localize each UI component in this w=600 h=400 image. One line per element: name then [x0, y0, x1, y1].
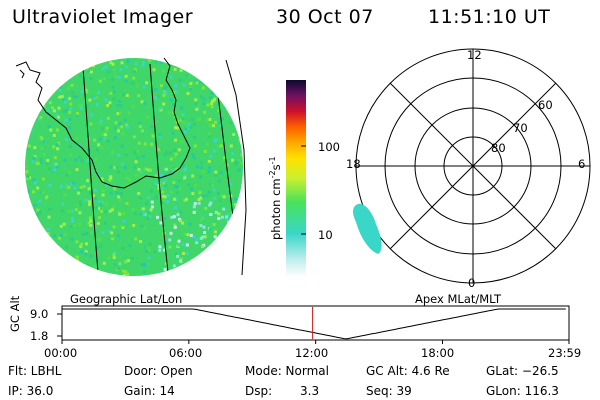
timeline-ytick-1-8: 1.8	[30, 329, 49, 343]
ip-readout: IP: 36.0	[8, 384, 54, 398]
mlt-label-12: 12	[467, 48, 482, 62]
date-label: 30 Oct 07	[276, 6, 374, 28]
polar-diagonal-2	[389, 82, 557, 250]
mlat-label-70: 70	[513, 121, 528, 135]
uv-image-globe	[15, 57, 247, 276]
timeline-ylabel: GC Alt	[8, 295, 22, 332]
dsp-value: 3.3	[300, 384, 320, 398]
polar-plot	[355, 48, 591, 284]
apex-label: Apex MLat/MLT	[415, 292, 502, 306]
coastline	[15, 57, 247, 276]
timeline-xtick-2: 12:00	[295, 346, 329, 360]
colorbar-unit-label: photon cm-2s-1	[268, 156, 283, 240]
glat-readout: GLat: −26.5	[486, 364, 559, 378]
filter-readout: Flt: LBHL	[8, 364, 62, 378]
color-scale-bar	[286, 80, 306, 277]
dsp-label: Dsp:	[245, 384, 273, 398]
polar-emission-patch	[353, 203, 382, 254]
altitude-timeline	[57, 305, 570, 344]
gc-alt-readout: GC Alt: 4.6 Re	[366, 364, 450, 378]
seq-readout: Seq: 39	[366, 384, 412, 398]
time-label: 11:51:10 UT	[428, 6, 551, 28]
timeline-xtick-3: 18:00	[421, 346, 455, 360]
glon-readout: GLon: 116.3	[486, 384, 559, 398]
timeline-xtick-1: 06:00	[169, 346, 203, 360]
colorbar-label-10: 10	[318, 228, 333, 242]
mlt-label-0: 0	[468, 276, 476, 290]
mlt-label-6: 6	[578, 157, 586, 171]
mlat-label-60: 60	[538, 98, 553, 112]
timeline-ytick-9: 9.0	[30, 307, 49, 321]
geographic-label: Geographic Lat/Lon	[70, 292, 183, 306]
timeline-xtick-0: 00:00	[44, 346, 78, 360]
colorbar-label-100: 100	[318, 140, 340, 154]
gain-readout: Gain: 14	[124, 384, 175, 398]
timeline-xtick-4: 23:59	[548, 346, 582, 360]
mlat-label-80: 80	[491, 141, 506, 155]
app-title: Ultraviolet Imager	[12, 6, 194, 28]
mlt-label-18: 18	[346, 157, 361, 171]
altitude-curve	[62, 308, 566, 340]
mode-readout: Mode: Normal	[245, 364, 329, 378]
door-readout: Door: Open	[124, 364, 193, 378]
